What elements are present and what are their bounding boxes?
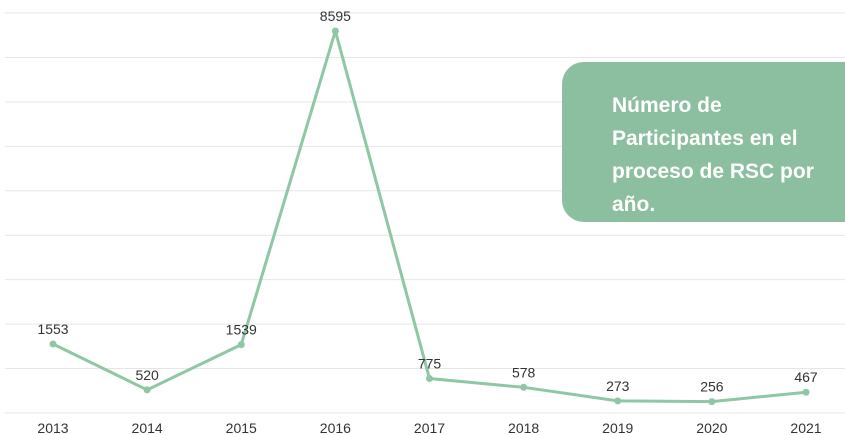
x-tick-label: 2016 [320,420,351,435]
x-tick-label: 2013 [37,420,68,435]
point [802,388,810,396]
data-label: 8595 [320,8,351,24]
data-label: 520 [135,367,159,383]
chart-title: Número de Participantes en el proceso de… [612,94,814,216]
data-label: 1553 [37,321,68,337]
point [49,340,57,348]
data-label: 256 [700,379,724,395]
point [520,383,528,391]
title-box: Número de Participantes en el proceso de… [562,62,845,222]
x-tick-label: 2015 [226,420,257,435]
x-tick-label: 2019 [602,420,633,435]
x-tick-label: 2014 [132,420,163,435]
x-tick-label: 2018 [508,420,539,435]
data-label: 273 [606,378,630,394]
point [143,386,151,394]
data-label: 578 [512,364,536,380]
data-label: 775 [418,356,442,372]
x-tick-label: 2021 [790,420,821,435]
x-tick-label: 2020 [696,420,727,435]
x-tick-label: 2017 [414,420,445,435]
point [426,375,433,383]
point [331,27,339,35]
data-label: 467 [794,369,818,385]
point [614,397,622,405]
data-label: 1539 [226,322,257,338]
point [237,341,245,349]
point [708,398,716,406]
